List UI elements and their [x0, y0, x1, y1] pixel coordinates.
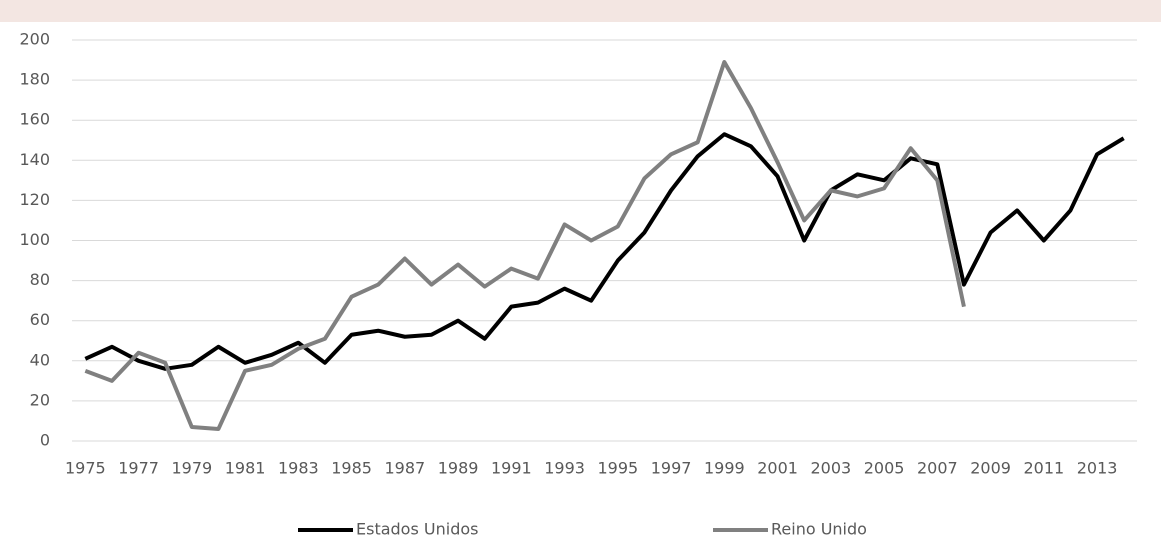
- x-tick-label: 1975: [65, 459, 106, 478]
- y-tick-label: 140: [19, 150, 50, 169]
- x-tick-label: 1989: [438, 459, 479, 478]
- legend-label: Reino Unido: [771, 520, 867, 539]
- x-tick-label: 2011: [1023, 459, 1064, 478]
- legend-label: Estados Unidos: [356, 520, 478, 539]
- header-banner: [0, 0, 1161, 22]
- x-tick-label: 2007: [917, 459, 958, 478]
- y-tick-label: 40: [30, 350, 50, 369]
- y-tick-label: 20: [30, 390, 50, 409]
- x-tick-label: 1999: [704, 459, 745, 478]
- x-tick-label: 2003: [810, 459, 851, 478]
- x-tick-label: 1995: [597, 459, 638, 478]
- x-tick-label: 1979: [171, 459, 212, 478]
- y-tick-label: 60: [30, 310, 50, 329]
- x-tick-label: 1991: [491, 459, 532, 478]
- x-tick-label: 1977: [118, 459, 159, 478]
- x-tick-label: 1985: [331, 459, 372, 478]
- x-tick-label: 1987: [384, 459, 425, 478]
- series-line: [84, 60, 966, 431]
- y-tick-label: 0: [40, 431, 50, 450]
- x-tick-label: 1993: [544, 459, 585, 478]
- y-tick-label: 180: [19, 70, 50, 89]
- x-tick-label: 2001: [757, 459, 798, 478]
- x-tick-label: 2009: [970, 459, 1011, 478]
- y-tick-label: 120: [19, 190, 50, 209]
- x-tick-label: 2013: [1077, 459, 1118, 478]
- x-tick-label: 2005: [864, 459, 905, 478]
- y-tick-label: 160: [19, 110, 50, 129]
- y-tick-label: 100: [19, 230, 50, 249]
- x-tick-label: 1981: [225, 459, 266, 478]
- x-tick-label: 1983: [278, 459, 319, 478]
- series-line: [84, 132, 1125, 371]
- y-tick-label: 200: [19, 30, 50, 49]
- y-tick-label: 80: [30, 270, 50, 289]
- x-tick-label: 1997: [651, 459, 692, 478]
